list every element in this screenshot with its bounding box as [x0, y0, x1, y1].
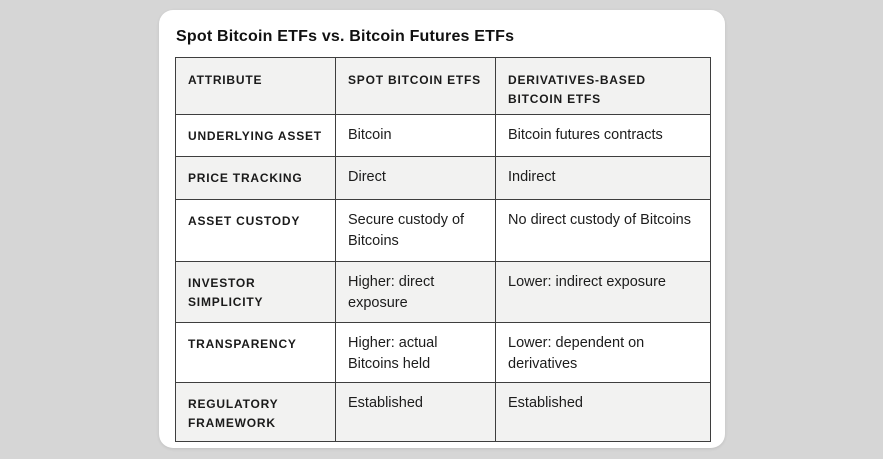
spot-etf-value-cell: Bitcoin [335, 114, 496, 158]
column-header-attribute: ATTRIBUTE [175, 56, 336, 116]
table-row: ASSET CUSTODY Secure custody of Bitcoins… [175, 199, 711, 263]
attribute-cell: TRANSPARENCY [175, 322, 336, 384]
derivatives-etf-value-cell: Lower: indirect exposure [495, 261, 711, 324]
derivatives-etf-value-cell: Indirect [495, 156, 711, 201]
spot-etf-value-cell: Established [335, 382, 496, 443]
table-row: TRANSPARENCY Higher: actual Bitcoins hel… [175, 322, 711, 384]
comparison-table: ATTRIBUTE SPOT BITCOIN ETFS DERIVATIVES-… [175, 56, 711, 443]
derivatives-etf-value-cell: No direct custody of Bitcoins [495, 199, 711, 263]
attribute-cell: ASSET CUSTODY [175, 199, 336, 263]
derivatives-etf-value-cell: Established [495, 382, 711, 443]
column-header-spot-bitcoin-etfs: SPOT BITCOIN ETFS [335, 56, 496, 116]
attribute-cell: PRICE TRACKING [175, 156, 336, 201]
page-title: Spot Bitcoin ETFs vs. Bitcoin Futures ET… [176, 28, 515, 45]
derivatives-etf-value-cell: Bitcoin futures contracts [495, 114, 711, 158]
table-row: PRICE TRACKING Direct Indirect [175, 156, 711, 201]
column-header-derivatives-based-bitcoin-etfs: DERIVATIVES-BASED BITCOIN ETFS [495, 56, 711, 116]
spot-etf-value-cell: Secure custody of Bitcoins [335, 199, 496, 263]
attribute-cell: UNDERLYING ASSET [175, 114, 336, 158]
spot-etf-value-cell: Higher: actual Bitcoins held [335, 322, 496, 384]
derivatives-etf-value-cell: Lower: dependent on derivatives [495, 322, 711, 384]
attribute-cell: INVESTOR SIMPLICITY [175, 261, 336, 324]
spot-etf-value-cell: Direct [335, 156, 496, 201]
table-row: REGULATORY FRAMEWORK Established Establi… [175, 382, 711, 443]
spot-etf-value-cell: Higher: direct exposure [335, 261, 496, 324]
table-header-row: ATTRIBUTE SPOT BITCOIN ETFS DERIVATIVES-… [175, 56, 711, 116]
attribute-cell: REGULATORY FRAMEWORK [175, 382, 336, 443]
comparison-card: Spot Bitcoin ETFs vs. Bitcoin Futures ET… [159, 10, 725, 448]
table-row: INVESTOR SIMPLICITY Higher: direct expos… [175, 261, 711, 324]
table-row: UNDERLYING ASSET Bitcoin Bitcoin futures… [175, 114, 711, 158]
